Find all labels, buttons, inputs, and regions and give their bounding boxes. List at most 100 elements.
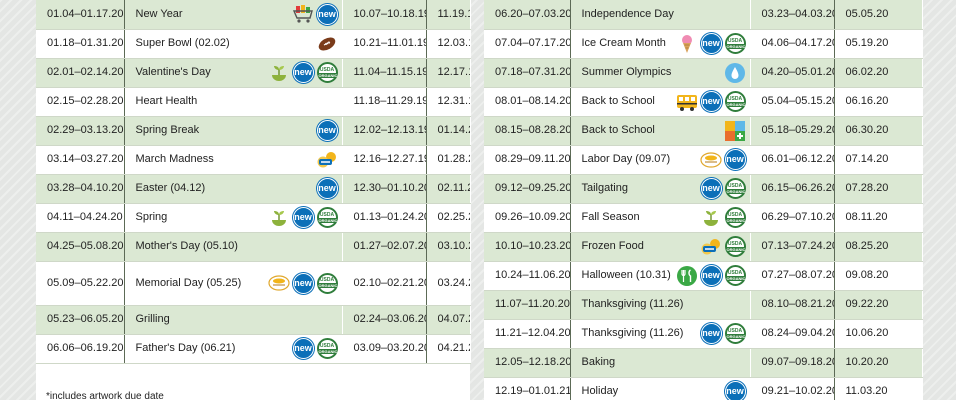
table-row: 04.11–04.24.20 Spring new USDA ORGANIC 01.13–… (36, 203, 471, 233)
theme-cell: Halloween (10.31) new USDA ORGANIC (570, 261, 751, 291)
theme-icons: new (724, 381, 746, 400)
usda-organic-top-text: USDA (727, 95, 743, 102)
promotion-dates-cell: 09.12–09.25.20 (484, 174, 571, 204)
water-drop-icon (724, 62, 746, 84)
theme-cell: Grilling (124, 305, 343, 335)
due-date-cell: 12.17.19 (426, 58, 471, 88)
cookie-logo-icon (316, 149, 338, 171)
theme-cell: Thanksgiving (11.26) new USDA ORGANIC (570, 319, 751, 349)
promotion-dates-cell: 03.14–03.27.20 (36, 145, 125, 175)
theme-cell: Father's Day (06.21) new USDA ORGANIC (124, 334, 343, 364)
theme-icons: USDA ORGANIC (700, 236, 746, 258)
theme-cell: Easter (04.12) new (124, 174, 343, 204)
table-row: 12.05–12.18.20 Baking 09.07–09.18.20 10.20.… (484, 348, 923, 378)
artwork-dates-cell: 03.09–03.20.20 (342, 334, 427, 364)
theme-label: New Year (135, 7, 183, 20)
new-badge-icon: new (700, 91, 722, 112)
new-badge-icon: new (700, 323, 722, 344)
left-schedule-table: 01.04–01.17.20 New Year new 10.07–10.18.19 1… (36, 0, 471, 364)
due-date-cell: 06.02.20 (834, 58, 923, 88)
due-date-cell: 12.03.19 (426, 29, 471, 59)
usda-organic-bottom-text: ORGANIC (726, 43, 746, 49)
artwork-dates-cell: 04.06–04.17.20 (750, 29, 835, 59)
cookie-logo-icon (700, 236, 722, 258)
due-date-cell: 08.25.20 (834, 232, 923, 262)
theme-icons: new (316, 178, 338, 199)
due-date-cell: 05.05.20 (834, 0, 923, 30)
artwork-dates-cell: 12.02–12.13.19 (342, 116, 427, 146)
artwork-dates-cell: 11.04–11.15.19 (342, 58, 427, 88)
due-date-cell: 10.20.20 (834, 348, 923, 378)
due-date-cell: 06.30.20 (834, 116, 923, 146)
promotion-dates-cell: 07.18–07.31.20 (484, 58, 571, 88)
theme-label: Super Bowl (02.02) (135, 37, 230, 49)
usda-organic-icon: USDA ORGANIC (724, 265, 746, 286)
theme-cell: Back to School new USDA ORGANIC (570, 87, 751, 117)
theme-cell: Baking (570, 348, 751, 378)
theme-cell: Ice Cream Month new USDA ORGANIC (570, 29, 751, 59)
usda-organic-top-text: USDA (319, 66, 335, 73)
theme-icons (316, 149, 338, 171)
usda-organic-top-text: USDA (319, 211, 335, 218)
theme-label: Thanksgiving (11.26) (581, 327, 684, 339)
usda-organic-top-text: USDA (319, 342, 335, 349)
table-row: 06.20–07.03.20 Independence Day 03.23–04.0… (484, 0, 923, 30)
table-row: 04.25–05.08.20 Mother's Day (05.10) 01.27–… (36, 232, 471, 262)
artwork-dates-cell: 07.27–08.07.20 (750, 261, 835, 291)
table-row: 08.29–09.11.20 Labor Day (09.07) new 06.01–… (484, 145, 923, 175)
promotion-dates-cell: 02.15–02.28.20 (36, 87, 125, 117)
theme-cell: Memorial Day (05.25) new USDA ORGANIC (124, 261, 343, 306)
theme-cell: Independence Day (570, 0, 751, 30)
theme-label: Memorial Day (05.25) (135, 276, 242, 289)
artwork-dates-cell: 04.20–05.01.20 (750, 58, 835, 88)
artwork-dates-cell: 01.27–02.07.20 (342, 232, 427, 262)
promotion-dates-cell: 10.24–11.06.20 (484, 261, 571, 291)
theme-icons (316, 33, 338, 55)
artwork-dates-cell: 02.24–03.06.20 (342, 305, 427, 335)
artwork-dates-cell: 05.04–05.15.20 (750, 87, 835, 117)
artwork-dates-cell: 07.13–07.24.20 (750, 232, 835, 262)
theme-icons: new USDA ORGANIC (700, 178, 746, 199)
table-row: 10.24–11.06.20 Halloween (10.31) new USDA OR… (484, 261, 923, 291)
new-badge-icon: new (724, 381, 746, 400)
theme-label: Fall Season (581, 211, 640, 223)
promotion-dates-cell: 10.10–10.23.20 (484, 232, 571, 262)
sprout-icon (268, 207, 290, 229)
artwork-dates-cell: 06.29–07.10.20 (750, 203, 835, 233)
theme-label: Spring Break (135, 124, 200, 136)
theme-cell: New Year new (124, 0, 343, 30)
due-date-cell: 03.10.20 (426, 232, 471, 262)
school-bus-icon (676, 91, 698, 113)
artwork-dates-cell: 12.16–12.27.19 (342, 145, 427, 175)
new-badge-icon: new (292, 62, 314, 83)
new-badge-icon: new (700, 265, 722, 286)
theme-icons: new (292, 3, 338, 25)
due-date-cell: 02.11.20 (426, 174, 471, 204)
right-schedule-panel: 06.20–07.03.20 Independence Day 03.23–04.0… (484, 0, 923, 400)
usda-organic-top-text: USDA (727, 182, 743, 189)
theme-label: Summer Olympics (581, 66, 672, 78)
usda-organic-icon: USDA ORGANIC (316, 272, 338, 294)
promotion-dates-cell: 01.04–01.17.20 (36, 0, 125, 30)
due-date-cell: 05.19.20 (834, 29, 923, 59)
promotion-dates-cell: 08.15–08.28.20 (484, 116, 571, 146)
table-row: 08.01–08.14.20 Back to School new USDA ORGAN… (484, 87, 923, 117)
theme-icons (724, 120, 746, 142)
usda-organic-top-text: USDA (727, 211, 743, 218)
table-row: 01.18–01.31.20 Super Bowl (02.02) 10.21–11… (36, 29, 471, 59)
usda-organic-bottom-text: ORGANIC (726, 333, 746, 339)
table-row: 08.15–08.28.20 Back to School 05.18–05.29.… (484, 116, 923, 146)
usda-organic-icon: USDA ORGANIC (724, 91, 746, 112)
theme-label: Father's Day (06.21) (135, 342, 236, 354)
theme-label: Back to School (581, 95, 655, 107)
promotion-dates-cell: 11.21–12.04.20 (484, 319, 571, 349)
table-row: 11.07–11.20.20 Thanksgiving (11.26) 08.10–… (484, 290, 923, 320)
colorful-blocks-icon (724, 120, 746, 142)
theme-icons: new USDA ORGANIC (676, 91, 746, 113)
usda-organic-icon: USDA ORGANIC (316, 338, 338, 359)
theme-label: Holiday (581, 385, 619, 397)
theme-icons: new USDA ORGANIC (292, 338, 338, 359)
theme-label: Mother's Day (05.10) (135, 240, 238, 252)
footnote: *includes artwork due date (46, 391, 164, 400)
artwork-dates-cell: 01.13–01.24.20 (342, 203, 427, 233)
